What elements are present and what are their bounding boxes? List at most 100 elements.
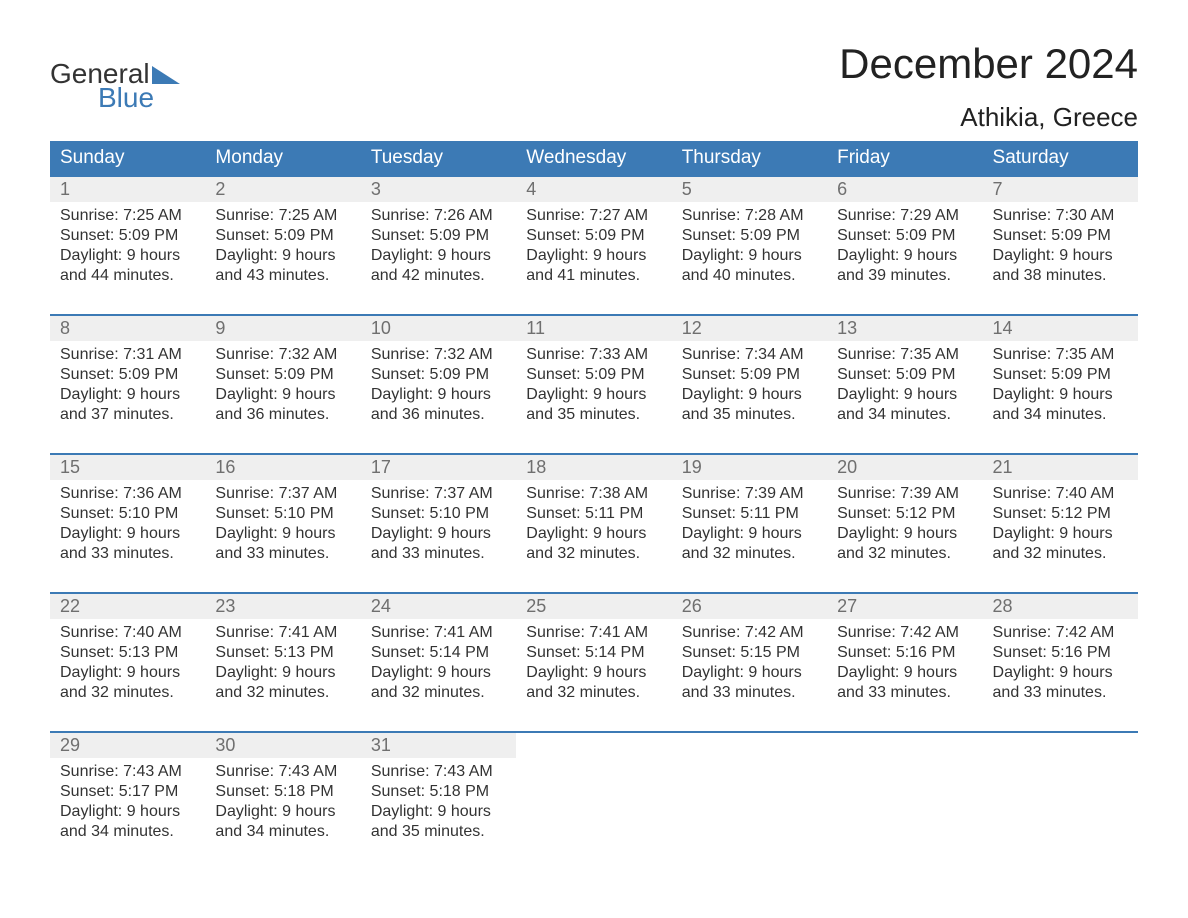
daylight-line2: and 33 minutes. xyxy=(682,683,817,703)
daylight-line1: Daylight: 9 hours xyxy=(526,385,661,405)
sunrise-text: Sunrise: 7:34 AM xyxy=(682,345,817,365)
logo-text-2: Blue xyxy=(50,84,180,112)
sunrise-text: Sunrise: 7:32 AM xyxy=(371,345,506,365)
day-content: Sunrise: 7:42 AMSunset: 5:16 PMDaylight:… xyxy=(827,619,982,703)
daylight-line1: Daylight: 9 hours xyxy=(371,524,506,544)
day-content: Sunrise: 7:33 AMSunset: 5:09 PMDaylight:… xyxy=(516,341,671,425)
sunrise-text: Sunrise: 7:39 AM xyxy=(837,484,972,504)
day-number: 27 xyxy=(827,594,982,619)
day-content: Sunrise: 7:26 AMSunset: 5:09 PMDaylight:… xyxy=(361,202,516,286)
day-content: Sunrise: 7:31 AMSunset: 5:09 PMDaylight:… xyxy=(50,341,205,425)
daylight-line1: Daylight: 9 hours xyxy=(837,385,972,405)
sunset-text: Sunset: 5:09 PM xyxy=(526,365,661,385)
daylight-line1: Daylight: 9 hours xyxy=(993,246,1128,266)
daylight-line1: Daylight: 9 hours xyxy=(526,663,661,683)
day-number: 28 xyxy=(983,594,1138,619)
day-content: Sunrise: 7:32 AMSunset: 5:09 PMDaylight:… xyxy=(361,341,516,425)
daylight-line2: and 33 minutes. xyxy=(371,544,506,564)
day-number: 22 xyxy=(50,594,205,619)
daylight-line1: Daylight: 9 hours xyxy=(215,246,350,266)
sunset-text: Sunset: 5:16 PM xyxy=(993,643,1128,663)
week-block: 1234567Sunrise: 7:25 AMSunset: 5:09 PMDa… xyxy=(50,175,1138,310)
daylight-line2: and 40 minutes. xyxy=(682,266,817,286)
daylight-line2: and 32 minutes. xyxy=(371,683,506,703)
day-content: Sunrise: 7:35 AMSunset: 5:09 PMDaylight:… xyxy=(827,341,982,425)
day-content: Sunrise: 7:32 AMSunset: 5:09 PMDaylight:… xyxy=(205,341,360,425)
sunrise-text: Sunrise: 7:42 AM xyxy=(682,623,817,643)
daylight-line2: and 44 minutes. xyxy=(60,266,195,286)
daylight-line1: Daylight: 9 hours xyxy=(682,385,817,405)
day-number: 1 xyxy=(50,177,205,202)
day-content: Sunrise: 7:35 AMSunset: 5:09 PMDaylight:… xyxy=(983,341,1138,425)
sunrise-text: Sunrise: 7:43 AM xyxy=(60,762,195,782)
day-number-row: 891011121314 xyxy=(50,316,1138,341)
weekday-header: Thursday xyxy=(672,141,827,175)
daylight-line1: Daylight: 9 hours xyxy=(993,663,1128,683)
daylight-line2: and 34 minutes. xyxy=(837,405,972,425)
weekday-header: Wednesday xyxy=(516,141,671,175)
sunset-text: Sunset: 5:09 PM xyxy=(60,365,195,385)
sunset-text: Sunset: 5:09 PM xyxy=(60,226,195,246)
day-number: 30 xyxy=(205,733,360,758)
daylight-line2: and 34 minutes. xyxy=(60,822,195,842)
week-block: 15161718192021Sunrise: 7:36 AMSunset: 5:… xyxy=(50,453,1138,588)
weekday-header: Monday xyxy=(205,141,360,175)
day-number: 31 xyxy=(361,733,516,758)
day-content: Sunrise: 7:39 AMSunset: 5:11 PMDaylight:… xyxy=(672,480,827,564)
day-number xyxy=(983,733,1138,758)
daylight-line2: and 34 minutes. xyxy=(215,822,350,842)
daylight-line2: and 35 minutes. xyxy=(526,405,661,425)
sunset-text: Sunset: 5:09 PM xyxy=(837,226,972,246)
day-number: 16 xyxy=(205,455,360,480)
sunrise-text: Sunrise: 7:40 AM xyxy=(60,623,195,643)
daylight-line2: and 32 minutes. xyxy=(215,683,350,703)
sunrise-text: Sunrise: 7:32 AM xyxy=(215,345,350,365)
daylight-line2: and 32 minutes. xyxy=(837,544,972,564)
sunrise-text: Sunrise: 7:25 AM xyxy=(215,206,350,226)
sunset-text: Sunset: 5:13 PM xyxy=(60,643,195,663)
daylight-line2: and 32 minutes. xyxy=(60,683,195,703)
daylight-line1: Daylight: 9 hours xyxy=(371,246,506,266)
day-number: 5 xyxy=(672,177,827,202)
day-number: 7 xyxy=(983,177,1138,202)
daylight-line2: and 37 minutes. xyxy=(60,405,195,425)
day-number: 17 xyxy=(361,455,516,480)
sunrise-text: Sunrise: 7:29 AM xyxy=(837,206,972,226)
sunset-text: Sunset: 5:09 PM xyxy=(371,226,506,246)
sunset-text: Sunset: 5:18 PM xyxy=(215,782,350,802)
daylight-line1: Daylight: 9 hours xyxy=(60,246,195,266)
daylight-line1: Daylight: 9 hours xyxy=(682,246,817,266)
day-number: 14 xyxy=(983,316,1138,341)
sunrise-text: Sunrise: 7:41 AM xyxy=(215,623,350,643)
day-number-row: 293031 xyxy=(50,733,1138,758)
logo: General Blue xyxy=(50,40,180,112)
daylight-line2: and 41 minutes. xyxy=(526,266,661,286)
weekday-header: Tuesday xyxy=(361,141,516,175)
sunset-text: Sunset: 5:09 PM xyxy=(993,365,1128,385)
daylight-line1: Daylight: 9 hours xyxy=(60,524,195,544)
sunset-text: Sunset: 5:11 PM xyxy=(526,504,661,524)
daylight-line2: and 35 minutes. xyxy=(682,405,817,425)
daylight-line2: and 33 minutes. xyxy=(993,683,1128,703)
sunset-text: Sunset: 5:12 PM xyxy=(837,504,972,524)
sunrise-text: Sunrise: 7:35 AM xyxy=(993,345,1128,365)
day-number: 9 xyxy=(205,316,360,341)
day-number: 6 xyxy=(827,177,982,202)
week-block: 293031Sunrise: 7:43 AMSunset: 5:17 PMDay… xyxy=(50,731,1138,866)
day-content: Sunrise: 7:41 AMSunset: 5:13 PMDaylight:… xyxy=(205,619,360,703)
daylight-line1: Daylight: 9 hours xyxy=(682,663,817,683)
title-block: December 2024 Athikia, Greece xyxy=(839,40,1138,133)
day-content: Sunrise: 7:36 AMSunset: 5:10 PMDaylight:… xyxy=(50,480,205,564)
sunset-text: Sunset: 5:10 PM xyxy=(371,504,506,524)
calendar: SundayMondayTuesdayWednesdayThursdayFrid… xyxy=(50,141,1138,866)
sunset-text: Sunset: 5:13 PM xyxy=(215,643,350,663)
day-number: 12 xyxy=(672,316,827,341)
day-content-row: Sunrise: 7:36 AMSunset: 5:10 PMDaylight:… xyxy=(50,480,1138,588)
day-content: Sunrise: 7:40 AMSunset: 5:12 PMDaylight:… xyxy=(983,480,1138,564)
sunset-text: Sunset: 5:15 PM xyxy=(682,643,817,663)
day-content: Sunrise: 7:42 AMSunset: 5:15 PMDaylight:… xyxy=(672,619,827,703)
day-content: Sunrise: 7:41 AMSunset: 5:14 PMDaylight:… xyxy=(516,619,671,703)
day-number: 26 xyxy=(672,594,827,619)
day-content xyxy=(827,758,982,842)
daylight-line1: Daylight: 9 hours xyxy=(215,802,350,822)
